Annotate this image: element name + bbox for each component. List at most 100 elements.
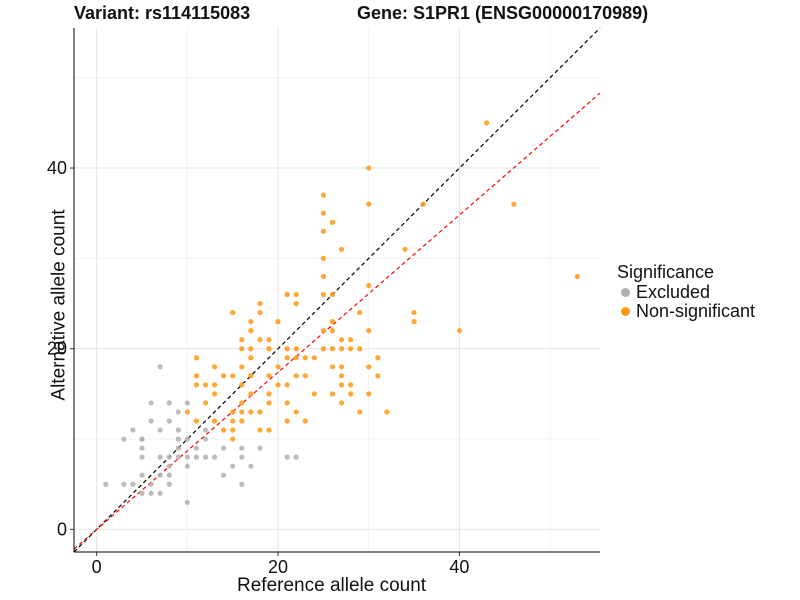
point-non-significant	[239, 346, 245, 352]
point-excluded	[121, 481, 127, 487]
point-excluded	[175, 427, 181, 433]
point-non-significant	[511, 201, 517, 207]
point-non-significant	[338, 400, 345, 406]
legend-item-non-significant: Non-significant	[617, 301, 756, 321]
legend-item-excluded: Excluded	[617, 282, 755, 302]
point-non-significant	[484, 120, 490, 126]
point-non-significant	[348, 337, 354, 343]
grid-lines	[74, 28, 600, 552]
point-excluded	[221, 472, 227, 478]
point-non-significant	[193, 355, 200, 361]
point-excluded	[148, 481, 154, 487]
point-non-significant	[230, 309, 236, 316]
point-non-significant	[338, 246, 345, 252]
point-non-significant	[329, 364, 336, 370]
point-excluded	[239, 445, 245, 451]
point-non-significant	[320, 346, 326, 352]
point-non-significant	[266, 346, 272, 352]
point-excluded	[148, 490, 154, 496]
point-excluded	[157, 454, 163, 460]
reference-line-fit	[73, 92, 601, 550]
reference-lines	[73, 27, 601, 553]
point-non-significant	[248, 373, 254, 379]
point-excluded	[121, 436, 127, 442]
axes	[73, 28, 600, 553]
point-excluded	[202, 436, 209, 442]
point-non-significant	[311, 355, 317, 361]
point-non-significant	[338, 373, 345, 379]
point-non-significant	[375, 355, 381, 361]
point-excluded	[221, 445, 227, 451]
point-excluded	[166, 472, 172, 478]
point-excluded	[139, 490, 145, 496]
point-excluded	[193, 445, 200, 451]
point-non-significant	[348, 391, 354, 397]
point-non-significant	[193, 418, 200, 424]
point-excluded	[193, 454, 200, 460]
point-non-significant	[293, 300, 299, 307]
legend-label-non-significant: Non-significant	[636, 301, 756, 321]
point-non-significant	[184, 409, 190, 415]
point-excluded	[166, 463, 172, 469]
point-non-significant	[211, 382, 218, 388]
point-excluded	[184, 463, 190, 469]
point-non-significant	[211, 418, 218, 424]
point-non-significant	[338, 346, 345, 352]
point-non-significant	[366, 201, 372, 207]
point-non-significant	[239, 382, 245, 388]
point-non-significant	[266, 400, 272, 406]
point-non-significant	[284, 400, 290, 406]
y-tick-label: 40	[47, 158, 67, 178]
point-non-significant	[302, 373, 308, 379]
point-non-significant	[239, 418, 245, 424]
point-non-significant	[211, 391, 218, 397]
point-excluded	[130, 481, 136, 487]
y-axis-label: Alternative allele count	[48, 209, 70, 401]
point-excluded	[148, 418, 154, 424]
point-non-significant	[230, 436, 236, 442]
point-non-significant	[320, 255, 326, 261]
point-excluded	[148, 400, 154, 406]
point-excluded	[284, 454, 290, 460]
point-excluded	[184, 400, 190, 406]
point-non-significant	[202, 400, 209, 406]
legend-label-excluded: Excluded	[636, 282, 711, 302]
point-non-significant	[230, 427, 236, 433]
x-axis-label: Reference allele count	[237, 575, 427, 596]
point-non-significant	[411, 319, 417, 325]
point-non-significant	[248, 355, 254, 361]
point-excluded	[184, 454, 190, 460]
point-excluded	[157, 364, 163, 370]
point-non-significant	[357, 309, 363, 316]
point-non-significant	[230, 409, 236, 415]
point-non-significant	[302, 418, 308, 424]
point-excluded	[175, 445, 181, 451]
point-non-significant	[248, 346, 254, 352]
point-non-significant	[248, 391, 254, 397]
point-non-significant	[420, 201, 426, 207]
point-non-significant	[248, 328, 254, 334]
point-excluded	[166, 454, 172, 460]
point-non-significant	[284, 346, 290, 352]
x-tick-label: 40	[449, 557, 469, 577]
point-non-significant	[230, 373, 236, 379]
point-non-significant	[302, 355, 308, 361]
point-non-significant	[239, 364, 245, 370]
y-tick-label: 20	[47, 339, 67, 359]
point-non-significant	[257, 337, 263, 343]
point-excluded	[293, 454, 299, 460]
point-non-significant	[293, 373, 299, 379]
point-non-significant	[275, 364, 281, 370]
point-excluded	[184, 499, 190, 505]
point-non-significant	[257, 409, 263, 415]
point-non-significant	[284, 382, 290, 388]
point-excluded	[157, 490, 163, 496]
point-non-significant	[366, 391, 372, 397]
point-excluded	[239, 454, 245, 460]
point-non-significant	[366, 364, 372, 370]
reference-line-identity	[73, 27, 601, 553]
point-non-significant	[366, 282, 372, 289]
point-non-significant	[266, 427, 272, 433]
point-non-significant	[338, 337, 345, 343]
point-non-significant	[293, 346, 299, 352]
